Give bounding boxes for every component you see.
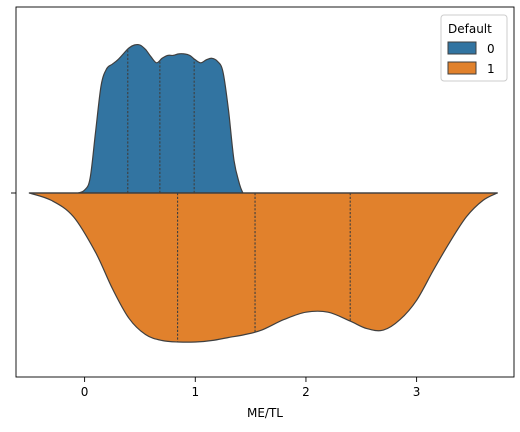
x-tick-label-2: 2 (302, 385, 310, 399)
violin-half-1 (28, 192, 498, 343)
legend-title: Default (448, 22, 492, 36)
axes-frame (15, 6, 515, 378)
legend-label-0: 0 (487, 42, 495, 56)
x-tick-label-0: 0 (81, 385, 89, 399)
x-tick-label-1: 1 (191, 385, 199, 399)
x-tick-label-3: 3 (413, 385, 421, 399)
x-axis-label: ME/TL (247, 406, 283, 420)
legend-label-1: 1 (487, 62, 495, 76)
legend: Default 0 1 (440, 14, 508, 82)
legend-swatch-0 (447, 41, 477, 55)
plot-area (28, 43, 498, 343)
violin-half-0 (77, 43, 244, 194)
legend-swatch-1 (447, 61, 477, 75)
x-axis: 0 1 2 3 (81, 377, 421, 399)
